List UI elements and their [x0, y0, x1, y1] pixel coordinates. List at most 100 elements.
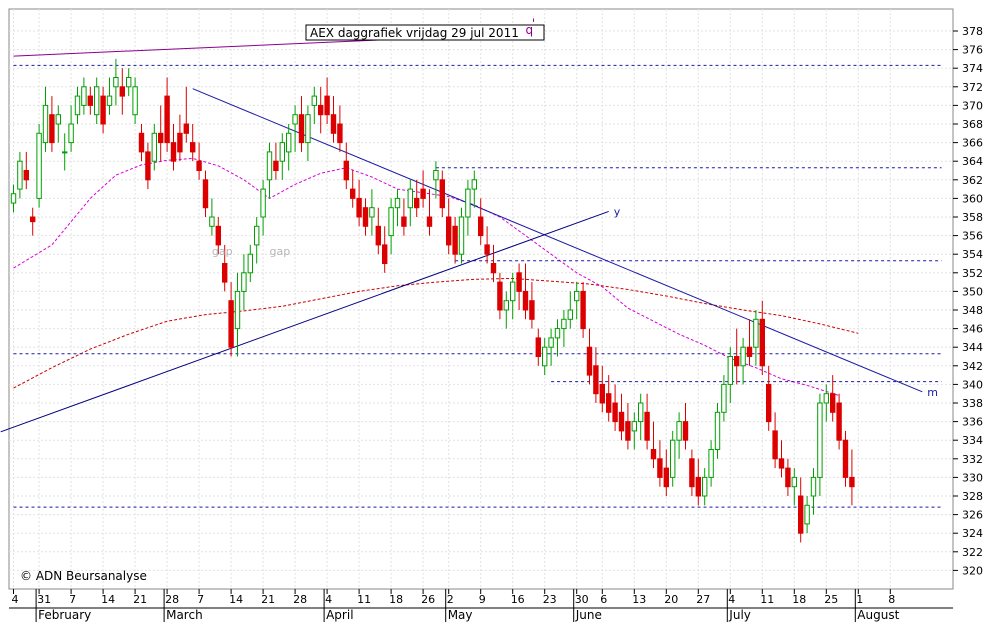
candle-body-up: [292, 114, 298, 125]
candle-body-up: [510, 281, 516, 302]
y-tick-label: 348: [962, 304, 983, 317]
candle-body-up: [279, 142, 286, 162]
candle-body-up: [721, 383, 727, 413]
x-tick-label: 7: [69, 593, 76, 606]
candle-body-down: [183, 123, 190, 134]
x-tick-label: 26: [421, 593, 435, 606]
candle-body-down: [401, 216, 407, 227]
month-label: June: [575, 608, 602, 622]
title-box: [305, 24, 545, 41]
candle-body-down: [273, 160, 279, 171]
y-tick-label: 356: [962, 230, 983, 243]
y-tick-label: 352: [962, 267, 983, 280]
candle-body-up: [266, 151, 273, 181]
month-label: August: [857, 608, 899, 622]
candle-body-up: [471, 179, 478, 190]
chart-title: AEX daggrafiek vrijdag 29 jul 2011: [310, 26, 519, 40]
candle-body-up: [126, 77, 132, 88]
trendline-label: m: [927, 386, 938, 399]
candle-body-down: [215, 225, 222, 246]
candle-body-up: [94, 86, 100, 116]
candle-body-down: [695, 476, 701, 497]
candle-body-up: [260, 188, 266, 218]
candle-body-down: [586, 346, 593, 376]
month-label: July: [728, 608, 751, 622]
candle-body-up: [132, 86, 138, 116]
axes: 320 322 324 326 328 330 332 334 336 338 340 342 344 3…: [9, 25, 983, 622]
candle-body-up: [81, 86, 87, 106]
candle-body-down: [350, 188, 356, 199]
candle-body-up: [113, 77, 119, 88]
y-tick-label: 358: [962, 211, 983, 224]
x-tick-label: 11: [760, 593, 774, 606]
x-tick-label: 16: [511, 593, 525, 606]
candle-body-up: [106, 95, 113, 106]
y-tick-label: 364: [962, 155, 983, 168]
candle-body-down: [414, 197, 420, 209]
y-tick-label: 374: [962, 62, 983, 75]
candle-body-up: [36, 132, 42, 199]
candle-body-up: [55, 114, 61, 125]
candle-body-down: [535, 337, 541, 357]
candle-body-up: [311, 95, 318, 106]
x-tick-label: 28: [293, 593, 307, 606]
candle-body-down: [657, 458, 663, 478]
candle-body-down: [343, 160, 350, 181]
x-tick-label: 25: [824, 593, 838, 606]
month-label: February: [38, 608, 91, 622]
candle-body-up: [548, 337, 554, 348]
candle-body-down: [382, 244, 388, 264]
candle-body-up: [817, 402, 823, 478]
y-tick-label: 344: [962, 341, 983, 354]
candle-body-down: [663, 467, 669, 488]
candle-body-down: [420, 188, 426, 199]
candle-body-up: [209, 216, 215, 227]
y-tick-label: 342: [962, 360, 983, 373]
candle-body-up: [810, 476, 817, 497]
candle-body-up: [714, 411, 721, 450]
candle-body-up: [305, 114, 311, 144]
candle-body-down: [529, 300, 535, 320]
copyright-text: © ADN Beursanalyse: [20, 569, 147, 583]
candle-body-down: [164, 95, 170, 144]
candle-body-up: [702, 476, 708, 497]
gap-annotation: gap: [212, 245, 233, 258]
candle-body-up: [286, 132, 292, 153]
candle-body-down: [785, 467, 791, 488]
x-tick-label: 9: [479, 593, 486, 606]
candle-body-up: [567, 309, 573, 320]
candle-body-down: [682, 421, 689, 441]
candle-body-down: [452, 225, 458, 255]
candle-body-down: [426, 216, 433, 227]
y-tick-label: 336: [962, 416, 983, 429]
y-tick-label: 368: [962, 118, 983, 131]
x-tick-label: 1: [856, 593, 863, 606]
candle-body-down: [222, 263, 228, 283]
candle-body-down: [599, 383, 605, 404]
candle-body-down: [337, 123, 343, 144]
x-tick-label: 21: [261, 593, 275, 606]
x-tick-label: 14: [101, 593, 115, 606]
candle-body-up: [542, 346, 548, 367]
y-tick-label: 360: [962, 192, 983, 205]
candle-body-up: [458, 216, 465, 255]
candle-body-down: [375, 225, 382, 246]
candle-body-down: [362, 207, 369, 227]
candle-body-up: [151, 132, 158, 162]
candle-body-down: [593, 365, 599, 395]
candle-body-down: [516, 272, 522, 292]
candle-body-down: [490, 263, 497, 274]
candle-body-down: [650, 449, 657, 460]
candle-body-up: [247, 253, 254, 274]
candle-body-down: [830, 393, 836, 413]
x-tick-label: 31: [37, 593, 51, 606]
candle-body-down: [158, 132, 164, 144]
y-tick-label: 338: [962, 397, 983, 410]
candle-body-up: [254, 225, 260, 246]
x-tick-label: 8: [888, 593, 895, 606]
trendline-y: [0, 210, 609, 433]
candle-body-down: [30, 216, 36, 223]
candle-body-down: [439, 179, 446, 209]
